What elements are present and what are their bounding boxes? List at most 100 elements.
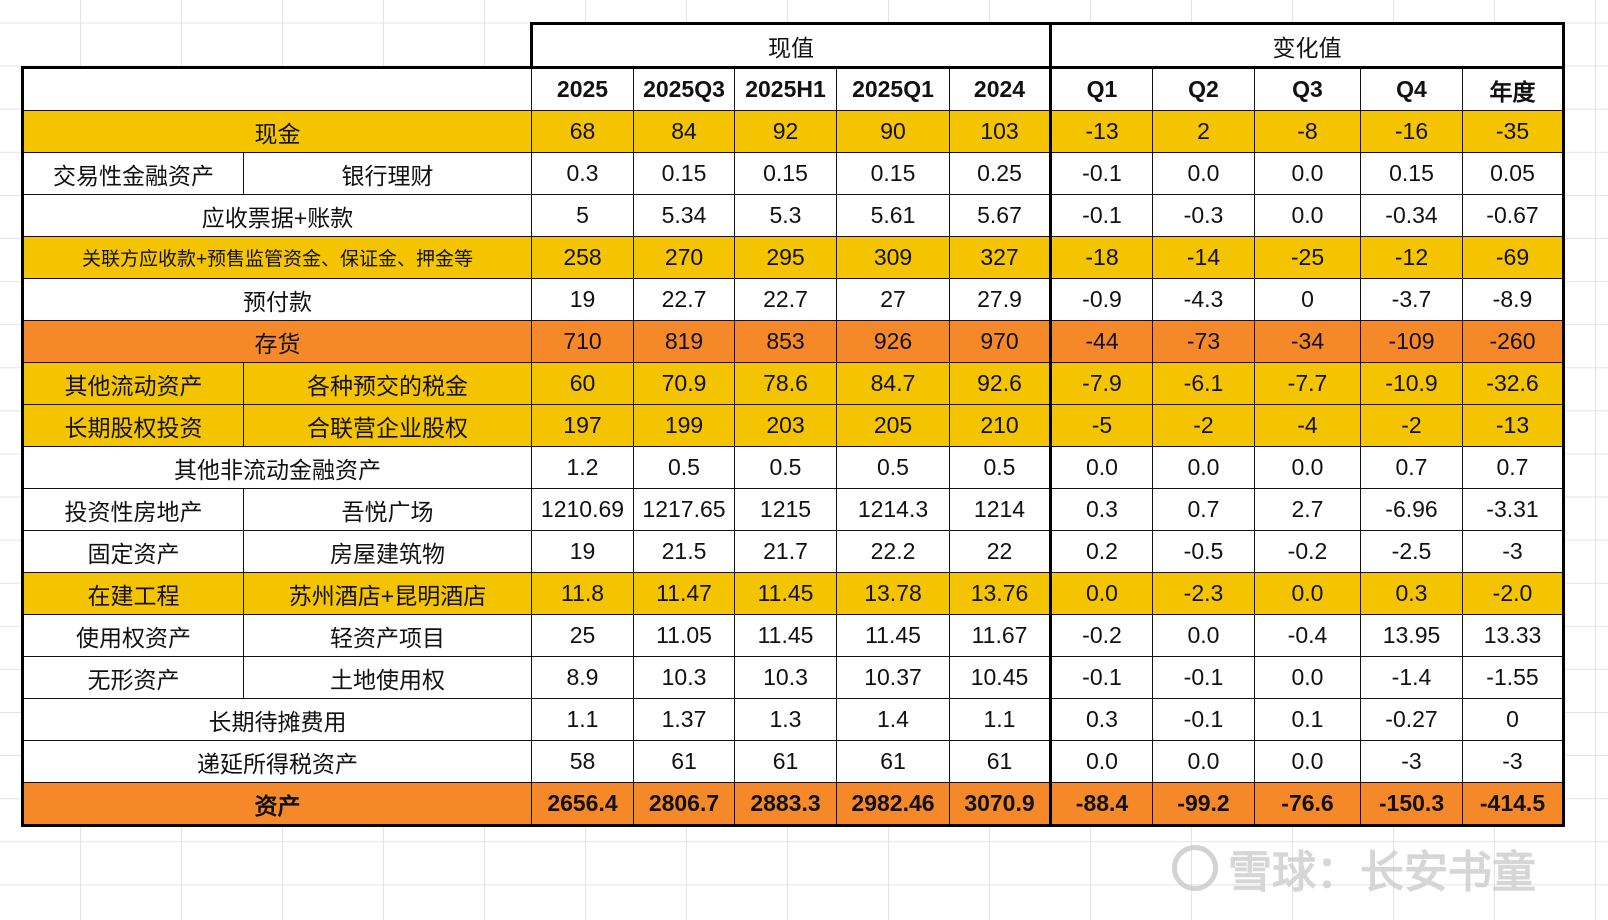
- change-cell: -12: [1360, 236, 1463, 279]
- change-cell: -16: [1360, 110, 1463, 153]
- table-row: 长期股权投资 合联营企业股权 197 199 203 205 210 -5 -2 -4 -2 -13: [21, 404, 1565, 447]
- change-cell: -3: [1462, 530, 1565, 573]
- value-cell: 197: [531, 404, 634, 447]
- change-cell: -414.5: [1462, 782, 1565, 827]
- change-cell: -0.2: [1049, 614, 1153, 657]
- value-cell: 1.4: [836, 698, 950, 741]
- balance-sheet-table: 现值 变化值 2025 2025Q3 2025H1 2025Q1 2024 Q1 Q2 Q3 Q…: [21, 22, 1565, 827]
- row-sublabel: 合联营企业股权: [243, 404, 532, 447]
- value-cell: 2883.3: [734, 782, 837, 827]
- value-cell: 10.3: [633, 656, 735, 699]
- value-cell: 70.9: [633, 362, 735, 405]
- value-cell: 2656.4: [531, 782, 634, 827]
- row-sublabel: 轻资产项目: [243, 614, 532, 657]
- value-cell: 3070.9: [949, 782, 1051, 827]
- value-cell: 21.5: [633, 530, 735, 573]
- row-label: 关联方应收款+预售监管资金、保证金、押金等: [21, 236, 532, 279]
- value-cell: 0.3: [531, 152, 634, 195]
- change-cell: 0: [1254, 278, 1361, 321]
- value-cell: 5.34: [633, 194, 735, 237]
- row-label: 投资性房地产: [21, 488, 244, 531]
- column-header: Q1: [1049, 66, 1153, 111]
- change-cell: -10.9: [1360, 362, 1463, 405]
- change-cell: 0.0: [1152, 740, 1255, 783]
- row-label: 长期待摊费用: [21, 698, 532, 741]
- change-cell: -18: [1049, 236, 1153, 279]
- change-cell: 0.0: [1254, 152, 1361, 195]
- value-cell: 22: [949, 530, 1051, 573]
- value-cell: 61: [949, 740, 1051, 783]
- change-cell: -0.1: [1049, 152, 1153, 195]
- value-cell: 5: [531, 194, 634, 237]
- value-cell: 199: [633, 404, 735, 447]
- change-cell: -13: [1049, 110, 1153, 153]
- change-cell: -2.0: [1462, 572, 1565, 615]
- change-cell: -109: [1360, 320, 1463, 363]
- row-label: 现金: [21, 110, 532, 153]
- value-cell: 61: [633, 740, 735, 783]
- change-cell: 0.3: [1049, 698, 1153, 741]
- change-cell: -0.4: [1254, 614, 1361, 657]
- value-cell: 710: [531, 320, 634, 363]
- change-cell: -0.1: [1152, 656, 1255, 699]
- change-cell: -35: [1462, 110, 1565, 153]
- change-cell: 0.7: [1462, 446, 1565, 489]
- value-cell: 210: [949, 404, 1051, 447]
- column-header: 2025: [531, 66, 634, 111]
- row-label: 应收票据+账款: [21, 194, 532, 237]
- value-cell: 1.2: [531, 446, 634, 489]
- table-row: 应收票据+账款 5 5.34 5.3 5.61 5.67 -0.1 -0.3 0.0 -0.34-…: [21, 194, 1565, 237]
- value-cell: 10.45: [949, 656, 1051, 699]
- change-cell: 0.15: [1360, 152, 1463, 195]
- change-cell: -69: [1462, 236, 1565, 279]
- value-cell: 25: [531, 614, 634, 657]
- change-cell: 13.33: [1462, 614, 1565, 657]
- change-cell: 13.95: [1360, 614, 1463, 657]
- value-cell: 970: [949, 320, 1051, 363]
- change-cell: -8: [1254, 110, 1361, 153]
- table-row: 交易性金融资产 银行理财 0.3 0.15 0.15 0.15 0.25 -0.1 0.0 0.0…: [21, 152, 1565, 195]
- value-cell: 13.76: [949, 572, 1051, 615]
- table-row: 现金 68 84 92 90 103 -13 2 -8 -16 -35: [21, 110, 1565, 153]
- value-cell: 0.25: [949, 152, 1051, 195]
- change-cell: -32.6: [1462, 362, 1565, 405]
- table-row: 资产 2656.4 2806.7 2883.3 2982.46 3070.9 -88.4 -9…: [21, 782, 1565, 827]
- change-cell: 0.0: [1152, 446, 1255, 489]
- value-cell: 1217.65: [633, 488, 735, 531]
- change-cell: -0.1: [1049, 194, 1153, 237]
- value-cell: 60: [531, 362, 634, 405]
- watermark: 雪球：长安书童: [1172, 836, 1536, 900]
- change-cell: -150.3: [1360, 782, 1463, 827]
- value-cell: 0.15: [633, 152, 735, 195]
- column-header: Q3: [1254, 66, 1361, 111]
- value-cell: 1214.3: [836, 488, 950, 531]
- change-cell: 0.7: [1360, 446, 1463, 489]
- change-cell: 0.3: [1049, 488, 1153, 531]
- change-cell: -3: [1360, 740, 1463, 783]
- change-cell: 0.0: [1049, 740, 1153, 783]
- row-label: 无形资产: [21, 656, 244, 699]
- value-cell: 22.7: [633, 278, 735, 321]
- value-cell: 0.5: [836, 446, 950, 489]
- change-cell: -6.1: [1152, 362, 1255, 405]
- change-cell: -7.7: [1254, 362, 1361, 405]
- change-cell: 0.1: [1254, 698, 1361, 741]
- change-cell: 0.0: [1152, 152, 1255, 195]
- value-cell: 5.3: [734, 194, 837, 237]
- change-cell: -14: [1152, 236, 1255, 279]
- value-cell: 0.5: [949, 446, 1051, 489]
- row-sublabel: 房屋建筑物: [243, 530, 532, 573]
- change-cell: 0.0: [1254, 656, 1361, 699]
- value-cell: 90: [836, 110, 950, 153]
- change-cell: -44: [1049, 320, 1153, 363]
- change-cell: -260: [1462, 320, 1565, 363]
- group-header-change: 变化值: [1049, 22, 1565, 68]
- change-cell: -2.5: [1360, 530, 1463, 573]
- change-cell: -0.34: [1360, 194, 1463, 237]
- change-cell: 0.0: [1254, 194, 1361, 237]
- value-cell: 295: [734, 236, 837, 279]
- row-label: 长期股权投资: [21, 404, 244, 447]
- value-cell: 926: [836, 320, 950, 363]
- change-cell: 0.0: [1049, 446, 1153, 489]
- change-cell: -3: [1462, 740, 1565, 783]
